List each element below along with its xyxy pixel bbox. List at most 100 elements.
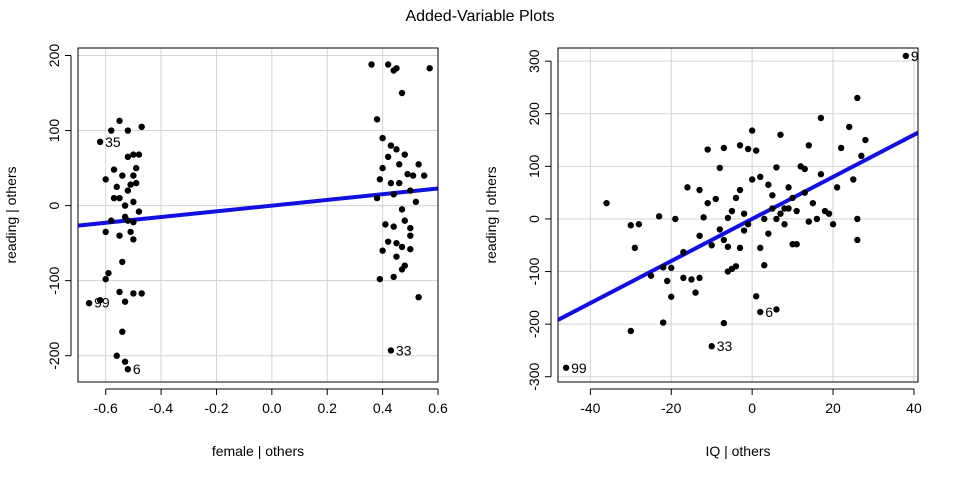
y-tick-label: -100 xyxy=(526,257,542,285)
data-point xyxy=(732,263,740,270)
data-point xyxy=(793,207,800,215)
regression-line xyxy=(558,130,918,322)
data-point xyxy=(426,65,433,72)
data-point xyxy=(121,202,129,209)
y-tick-label: 200 xyxy=(526,102,542,126)
figure-title: Added-Variable Plots xyxy=(405,8,555,25)
data-point xyxy=(398,206,406,213)
data-point xyxy=(740,227,748,234)
data-point xyxy=(387,347,395,354)
y-tick-label: 100 xyxy=(46,119,62,143)
data-point xyxy=(113,183,120,191)
data-point xyxy=(777,131,784,138)
data-point xyxy=(108,127,115,134)
data-point xyxy=(680,274,687,282)
data-point xyxy=(825,210,833,217)
data-point xyxy=(850,176,857,183)
data-point xyxy=(688,276,695,283)
x-axis-title: IQ | others xyxy=(705,443,770,459)
data-point xyxy=(407,224,414,232)
data-point xyxy=(398,266,406,273)
y-tick-label: -200 xyxy=(526,310,542,338)
data-point xyxy=(398,243,406,251)
data-point xyxy=(684,184,691,191)
data-point xyxy=(716,226,723,233)
data-point xyxy=(744,145,752,153)
point-label: 6 xyxy=(765,304,773,320)
data-point xyxy=(119,172,126,179)
data-point xyxy=(769,205,776,212)
data-point xyxy=(680,248,687,256)
data-point xyxy=(404,170,411,178)
x-axis-title: female | others xyxy=(212,443,304,459)
y-axis-title: reading | others xyxy=(3,166,19,263)
data-point xyxy=(781,221,788,228)
data-point xyxy=(393,146,400,153)
data-point xyxy=(379,164,386,172)
data-point xyxy=(736,186,744,194)
x-tick-label: 0.2 xyxy=(317,400,337,416)
data-point xyxy=(373,194,381,202)
data-point xyxy=(113,352,120,359)
x-tick-label: -20 xyxy=(661,400,681,416)
data-point xyxy=(708,242,715,249)
data-point xyxy=(409,172,417,179)
data-point xyxy=(127,181,134,188)
data-point xyxy=(793,240,800,248)
y-tick-label: 300 xyxy=(526,49,542,73)
data-point xyxy=(773,306,780,313)
data-point xyxy=(124,127,132,134)
data-point xyxy=(785,184,792,191)
data-point xyxy=(368,61,375,68)
data-point xyxy=(696,186,703,194)
data-point xyxy=(138,290,145,297)
x-tick-label: 20 xyxy=(825,400,841,416)
data-point xyxy=(387,179,395,187)
data-point xyxy=(108,217,115,224)
data-point xyxy=(376,176,384,183)
data-point xyxy=(854,236,861,244)
data-point xyxy=(668,264,675,272)
x-tick-label: -0.4 xyxy=(149,400,173,416)
data-point xyxy=(96,138,104,146)
data-point xyxy=(724,243,732,251)
data-point xyxy=(716,164,723,172)
data-point xyxy=(712,195,719,203)
data-point xyxy=(130,172,137,179)
data-point xyxy=(736,142,744,149)
data-point xyxy=(396,161,403,168)
data-point xyxy=(415,161,422,168)
data-point xyxy=(603,199,610,207)
point-label: 35 xyxy=(105,134,121,150)
data-point xyxy=(761,215,768,223)
data-point xyxy=(732,194,740,202)
x-tick-label: 0 xyxy=(748,400,756,416)
data-point xyxy=(121,213,129,221)
data-point xyxy=(817,114,825,122)
y-tick-label: 0 xyxy=(46,202,62,210)
data-point xyxy=(130,198,137,206)
data-point xyxy=(407,232,414,239)
data-point xyxy=(659,319,667,326)
point-label: 99 xyxy=(94,294,110,310)
y-axis-title: reading | others xyxy=(483,166,499,263)
data-point xyxy=(130,218,137,226)
data-point xyxy=(704,199,711,207)
data-point xyxy=(753,293,760,300)
data-point xyxy=(627,222,635,229)
point-label: 33 xyxy=(396,342,412,358)
data-point xyxy=(116,232,123,239)
data-point xyxy=(376,275,384,283)
y-tick-label: -300 xyxy=(526,363,542,391)
data-point xyxy=(379,247,386,254)
data-point xyxy=(773,215,780,223)
data-point xyxy=(121,298,129,305)
data-point xyxy=(627,327,635,335)
data-point xyxy=(105,269,112,277)
data-point xyxy=(700,214,707,221)
data-point xyxy=(777,210,784,217)
data-point xyxy=(390,273,397,281)
data-point xyxy=(384,61,392,68)
data-point xyxy=(724,268,732,275)
data-point xyxy=(744,221,752,228)
